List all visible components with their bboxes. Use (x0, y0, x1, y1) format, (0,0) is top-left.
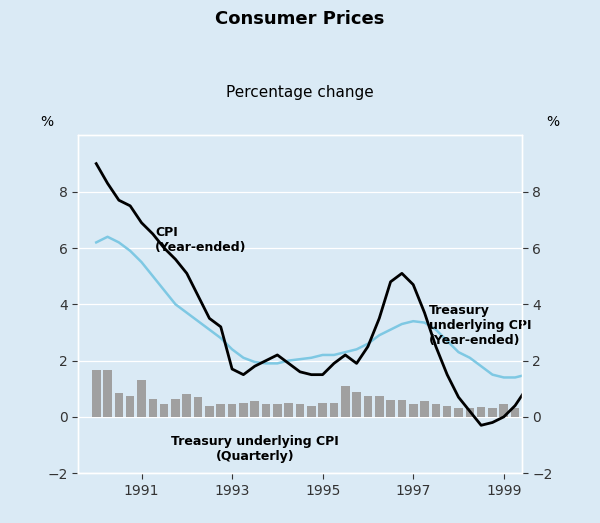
Bar (296, 404, 304, 417)
Bar (431, 404, 440, 417)
Title: Percentage change: Percentage change (226, 85, 374, 99)
Bar (103, 370, 112, 417)
Text: %: % (547, 115, 560, 129)
Bar (137, 380, 146, 417)
Bar (556, 404, 565, 417)
Bar (307, 406, 316, 417)
Bar (488, 408, 497, 417)
Text: %: % (40, 115, 53, 129)
Bar (545, 404, 553, 417)
Bar (284, 403, 293, 417)
Text: Consumer Prices: Consumer Prices (215, 10, 385, 28)
Bar (92, 370, 101, 417)
Bar (375, 396, 383, 417)
Bar (398, 400, 406, 417)
Bar (115, 393, 123, 417)
Bar (477, 407, 485, 417)
Bar (228, 404, 236, 417)
Bar (126, 396, 134, 417)
Bar (511, 408, 520, 417)
Bar (205, 406, 214, 417)
Bar (409, 404, 418, 417)
Bar (182, 394, 191, 417)
Bar (171, 399, 180, 417)
Bar (329, 403, 338, 417)
Bar (533, 407, 542, 417)
Bar (454, 408, 463, 417)
Bar (160, 404, 169, 417)
Bar (319, 403, 327, 417)
Bar (341, 386, 350, 417)
Text: Treasury
underlying CPI
(Year-ended): Treasury underlying CPI (Year-ended) (429, 304, 532, 347)
Bar (522, 408, 531, 417)
Bar (273, 404, 281, 417)
Bar (262, 404, 271, 417)
Bar (250, 401, 259, 417)
Bar (420, 401, 429, 417)
Text: Treasury underlying CPI
(Quarterly): Treasury underlying CPI (Quarterly) (171, 435, 338, 463)
Bar (352, 392, 361, 417)
Bar (386, 400, 395, 417)
Bar (239, 403, 248, 417)
Bar (466, 408, 474, 417)
Bar (364, 396, 372, 417)
Bar (499, 404, 508, 417)
Bar (194, 397, 202, 417)
Bar (149, 399, 157, 417)
Bar (217, 404, 225, 417)
Bar (443, 406, 451, 417)
Text: CPI
(Year-ended): CPI (Year-ended) (155, 225, 247, 254)
